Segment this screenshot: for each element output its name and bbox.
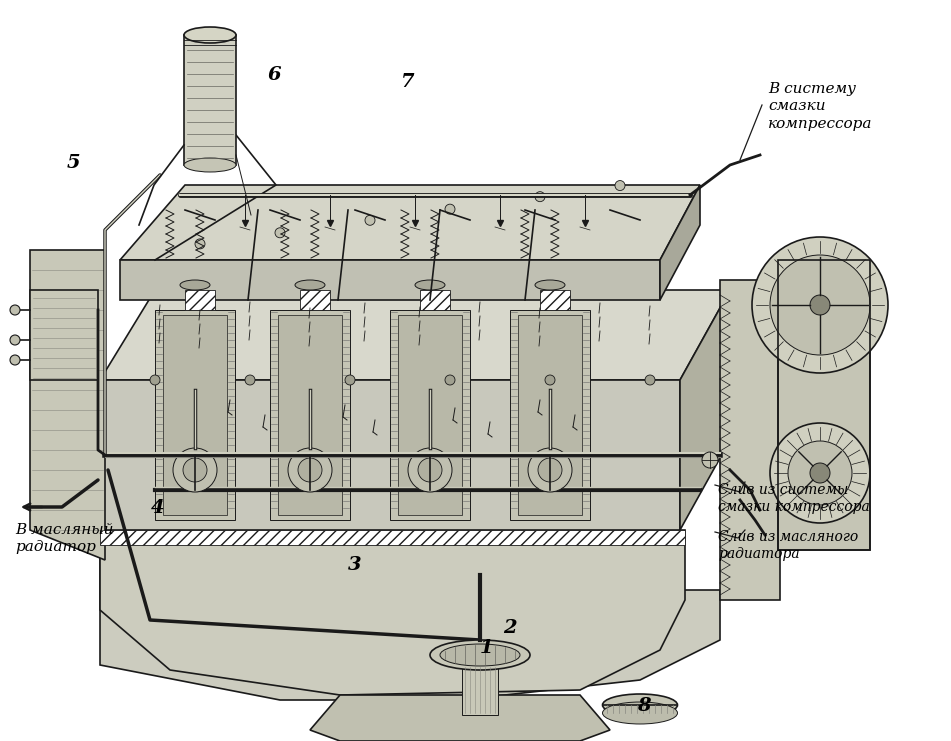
Ellipse shape bbox=[184, 27, 236, 43]
Polygon shape bbox=[30, 250, 105, 560]
Ellipse shape bbox=[184, 158, 236, 172]
Bar bbox=[278, 315, 342, 515]
Text: В масляный
радиатор: В масляный радиатор bbox=[15, 523, 113, 554]
Circle shape bbox=[10, 335, 20, 345]
Ellipse shape bbox=[415, 280, 445, 290]
Polygon shape bbox=[720, 280, 780, 600]
Polygon shape bbox=[120, 260, 660, 300]
Ellipse shape bbox=[603, 702, 677, 724]
Polygon shape bbox=[100, 530, 685, 545]
Text: 1: 1 bbox=[480, 639, 494, 657]
Circle shape bbox=[345, 375, 355, 385]
Circle shape bbox=[195, 239, 205, 249]
Bar bbox=[778, 260, 870, 550]
Circle shape bbox=[10, 355, 20, 365]
Circle shape bbox=[173, 448, 217, 492]
Text: Слив из масляного
радиатора: Слив из масляного радиатора bbox=[718, 530, 858, 561]
Bar bbox=[184, 35, 236, 165]
Text: 6: 6 bbox=[267, 66, 281, 84]
Circle shape bbox=[752, 237, 888, 373]
Text: В систему
смазки
компрессора: В систему смазки компрессора bbox=[768, 82, 872, 130]
Circle shape bbox=[445, 375, 455, 385]
Circle shape bbox=[538, 458, 562, 482]
Circle shape bbox=[445, 205, 455, 214]
Polygon shape bbox=[540, 290, 570, 310]
Bar bbox=[270, 310, 350, 520]
Circle shape bbox=[365, 216, 375, 225]
Polygon shape bbox=[660, 185, 700, 300]
Ellipse shape bbox=[535, 280, 565, 290]
Circle shape bbox=[10, 305, 20, 315]
Circle shape bbox=[183, 458, 207, 482]
Polygon shape bbox=[100, 380, 680, 530]
Text: 4: 4 bbox=[151, 499, 165, 517]
Text: 5: 5 bbox=[67, 154, 80, 172]
Circle shape bbox=[528, 448, 572, 492]
Text: 8: 8 bbox=[637, 697, 650, 715]
Circle shape bbox=[810, 295, 830, 315]
Circle shape bbox=[810, 463, 830, 483]
Polygon shape bbox=[185, 290, 215, 310]
Circle shape bbox=[150, 375, 160, 385]
Circle shape bbox=[770, 255, 870, 355]
Polygon shape bbox=[300, 290, 330, 310]
Polygon shape bbox=[680, 290, 730, 530]
Circle shape bbox=[275, 227, 285, 238]
Ellipse shape bbox=[430, 640, 530, 670]
Circle shape bbox=[545, 375, 555, 385]
Circle shape bbox=[408, 448, 452, 492]
Text: 2: 2 bbox=[503, 619, 516, 637]
Bar bbox=[398, 315, 462, 515]
Circle shape bbox=[615, 181, 625, 190]
Bar bbox=[390, 310, 470, 520]
Text: 7: 7 bbox=[401, 73, 415, 91]
Circle shape bbox=[770, 423, 870, 523]
Bar bbox=[518, 315, 582, 515]
Bar bbox=[462, 665, 498, 715]
Circle shape bbox=[535, 192, 545, 202]
Circle shape bbox=[298, 458, 322, 482]
Polygon shape bbox=[100, 530, 685, 695]
Ellipse shape bbox=[295, 280, 325, 290]
Circle shape bbox=[788, 441, 852, 505]
Polygon shape bbox=[120, 185, 700, 260]
Bar bbox=[510, 310, 590, 520]
Polygon shape bbox=[778, 260, 870, 550]
Polygon shape bbox=[310, 695, 610, 741]
Bar bbox=[163, 315, 227, 515]
Text: 3: 3 bbox=[348, 556, 361, 574]
Ellipse shape bbox=[180, 280, 210, 290]
Circle shape bbox=[245, 375, 255, 385]
Circle shape bbox=[702, 452, 718, 468]
Bar bbox=[30, 290, 98, 380]
Circle shape bbox=[418, 458, 442, 482]
Circle shape bbox=[645, 375, 655, 385]
Bar bbox=[155, 310, 235, 520]
Ellipse shape bbox=[440, 644, 520, 666]
Polygon shape bbox=[100, 530, 720, 700]
Circle shape bbox=[288, 448, 332, 492]
Text: Слив из системы
смазки компрессора: Слив из системы смазки компрессора bbox=[718, 483, 870, 514]
Ellipse shape bbox=[603, 694, 677, 716]
Polygon shape bbox=[420, 290, 450, 310]
Polygon shape bbox=[100, 290, 730, 380]
